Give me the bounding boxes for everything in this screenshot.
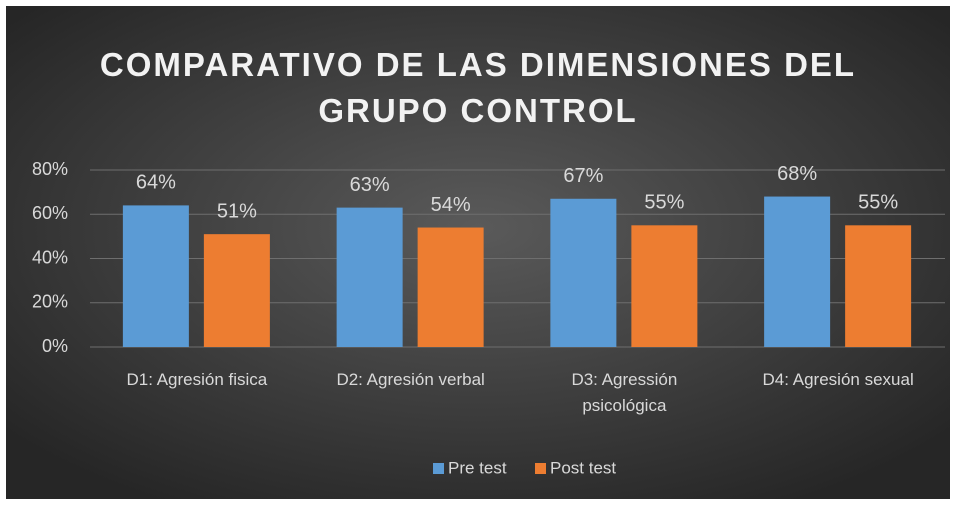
x-tick-label: D2: Agresión verbal xyxy=(336,370,485,389)
x-tick-label: D3: Agressión psicológica xyxy=(571,370,678,415)
bar xyxy=(631,225,698,347)
bar xyxy=(764,196,831,347)
value-label: 64% xyxy=(136,172,176,194)
y-tick-label: 40% xyxy=(32,247,68,267)
x-tick-label: D1: Agresión fisica xyxy=(126,370,268,389)
chart-title: COMPARATIVO DE LAS DIMENSIONES DEL GRUPO… xyxy=(99,46,857,129)
value-label: 55% xyxy=(644,192,684,214)
value-label: 51% xyxy=(217,200,257,222)
y-tick-label: 0% xyxy=(42,336,68,356)
legend-label: Post test xyxy=(550,458,616,477)
legend-swatch xyxy=(433,463,444,474)
value-label: 63% xyxy=(350,174,390,196)
bar xyxy=(336,207,403,347)
legend-label: Pre test xyxy=(448,458,507,477)
legend-swatch xyxy=(535,463,546,474)
bar xyxy=(417,227,484,347)
x-tick-label: D4: Agresión sexual xyxy=(762,370,914,389)
y-tick-label: 60% xyxy=(32,203,68,223)
bar xyxy=(122,205,189,347)
y-tick-label: 80% xyxy=(32,159,68,179)
bar xyxy=(203,234,270,347)
value-label: 54% xyxy=(431,194,471,216)
value-label: 55% xyxy=(858,192,898,214)
bar xyxy=(845,225,912,347)
value-label: 68% xyxy=(777,163,817,185)
bar xyxy=(550,198,617,347)
y-tick-label: 20% xyxy=(32,292,68,312)
value-label: 67% xyxy=(563,165,603,187)
